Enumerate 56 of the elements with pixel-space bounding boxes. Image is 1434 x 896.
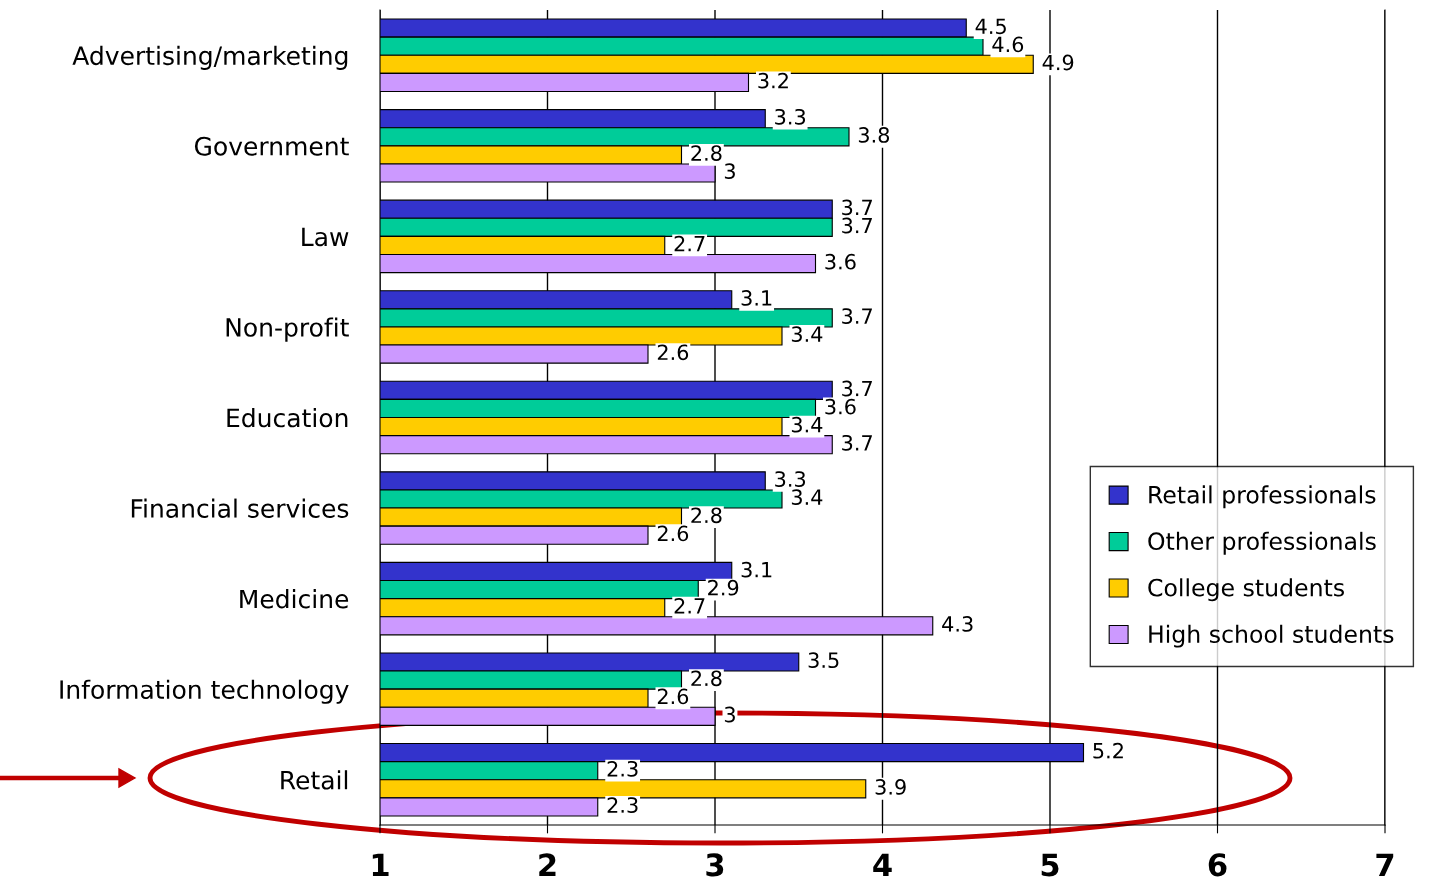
data-label: 3 <box>724 163 735 180</box>
data-label: 2.6 <box>657 688 689 705</box>
legend-label: College students <box>1148 578 1344 602</box>
x-tick-label: 3 <box>706 853 724 877</box>
data-label: 3.1 <box>741 290 772 306</box>
x-tick-label: 7 <box>1376 853 1394 876</box>
x-tick-label: 4 <box>873 853 892 876</box>
legend-label: High school students <box>1149 624 1394 648</box>
y-tick-label: Education <box>227 408 348 428</box>
data-label: 2.3 <box>607 760 638 777</box>
data-label: 2.3 <box>607 797 638 813</box>
x-tick-label: 6 <box>1208 853 1227 877</box>
x-tick-label: 5 <box>1041 853 1059 877</box>
y-tick-label: Medicine <box>240 589 349 609</box>
data-label: 3.7 <box>842 308 872 324</box>
data-label: 3.4 <box>791 326 823 343</box>
data-label: 2.8 <box>691 670 722 687</box>
data-label: 2.8 <box>691 145 722 161</box>
data-label: 2.9 <box>708 579 739 596</box>
data-label: 2.6 <box>657 525 689 542</box>
data-label: 3.7 <box>842 217 872 234</box>
data-label: 3.7 <box>842 380 872 397</box>
data-label: 2.6 <box>657 344 689 361</box>
data-label: 2.8 <box>691 507 722 524</box>
data-label: 3.3 <box>775 471 806 487</box>
y-tick-label: Advertising/marketing <box>72 45 348 70</box>
data-label: 4.6 <box>992 36 1024 53</box>
x-tick-label: 1 <box>372 853 389 876</box>
data-label: 4.3 <box>942 616 973 632</box>
data-label: 3.4 <box>791 416 823 433</box>
data-label: 4.9 <box>1042 54 1074 71</box>
data-label: 3.6 <box>825 253 856 270</box>
data-label: 3.3 <box>775 108 806 125</box>
data-label: 3.8 <box>858 127 890 143</box>
x-tick-label: 2 <box>539 853 556 876</box>
data-label: 3.2 <box>758 72 788 89</box>
data-label: 3.9 <box>875 779 906 795</box>
y-tick-label: Retail <box>281 770 348 790</box>
data-label: 3.6 <box>825 398 856 415</box>
legend-label: Other professionals <box>1148 531 1376 555</box>
y-tick-label: Government <box>194 136 349 156</box>
data-label: 3.4 <box>791 489 823 506</box>
data-label: 2.7 <box>674 235 705 252</box>
data-label: 5.2 <box>1093 742 1123 759</box>
data-label: 3.1 <box>741 561 772 578</box>
data-label: 3.5 <box>808 652 839 669</box>
y-tick-label: Non-profit <box>226 317 349 342</box>
data-label: 2.7 <box>674 597 705 614</box>
data-label: 3.7 <box>842 434 872 451</box>
legend-label: Retail professionals <box>1149 485 1376 509</box>
data-label: 3 <box>724 706 735 723</box>
y-tick-label: Financial services <box>131 498 349 518</box>
y-tick-label: Information technology <box>60 679 349 704</box>
y-tick-label: Law <box>302 227 349 247</box>
data-label: 4.5 <box>975 18 1006 35</box>
data-label: 3.7 <box>842 199 872 216</box>
